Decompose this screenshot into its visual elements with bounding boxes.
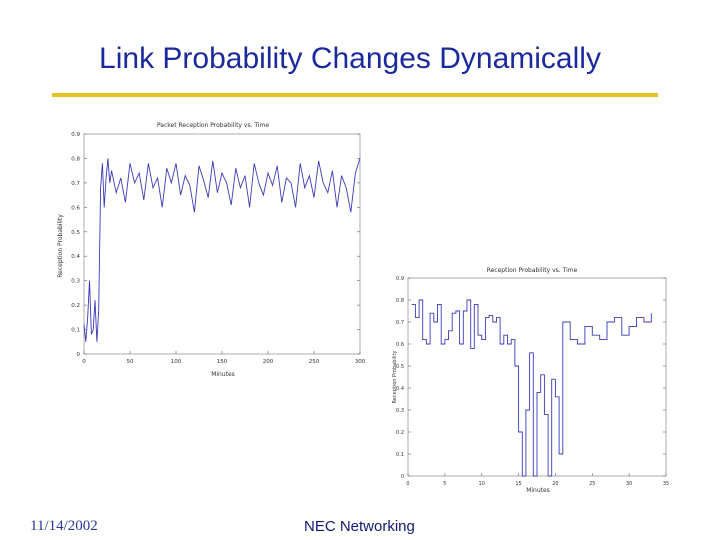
x-tick-label: 35 [663,481,669,487]
x-axis-label: Minutes [526,487,550,494]
plot-area: 0 0.1 0.2 0.3 0.4 0.5 0.6 0.7 0.8 0.9 0 5 10 15 20 25 30… [396,276,669,487]
x-tick-label: 100 [171,359,182,365]
y-tick-label: 0.3 [396,408,404,414]
x-tick-label: 0 [406,481,409,487]
series-line [83,158,361,342]
footer-organization: NEC Networking [304,518,415,535]
y-tick-label: 0.9 [71,132,80,138]
slide-title: Link Probability Changes Dynamically [99,42,601,75]
x-tick-label: 200 [263,359,274,365]
x-axis-label: Minutes [211,371,235,378]
y-tick-label: 0.2 [71,303,80,309]
y-tick-label: 0.6 [396,342,404,348]
plot-area: 0 0.1 0.2 0.3 0.4 0.5 0.6 0.7 0.8 0.9 0 50 100 150 200… [71,132,365,365]
footer-date: 11/14/2002 [30,518,98,534]
x-tick-label: 300 [355,359,366,365]
x-tick-label: 10 [479,481,485,487]
y-tick-label: 0.9 [396,276,404,282]
y-tick-label: 0.3 [71,279,80,285]
title-underline [52,93,658,97]
y-axis-label: Reception Probability [392,351,398,404]
y-tick-label: 0.1 [71,328,80,334]
y-tick-label: 0 [401,474,404,480]
series-line [411,299,652,477]
y-tick-label: 0.1 [396,452,404,458]
y-tick-label: 0.2 [396,430,404,436]
x-tick-label: 150 [217,359,228,365]
y-tick-label: 0 [77,352,81,358]
y-tick-label: 0.8 [71,156,80,162]
y-tick-label: 0.7 [71,181,80,187]
reception-chart-zoom: Reception Probability vs. Time Reception… [392,267,669,494]
y-tick-label: 0.7 [396,320,404,326]
reception-chart-main: Packet Reception Probability vs. Time Re… [57,122,366,378]
y-tick-label: 0.4 [396,386,404,392]
y-tick-label: 0.6 [71,205,80,211]
x-tick-label: 250 [309,359,320,365]
y-axis-label: Reception Probability [57,214,64,278]
x-tick-label: 0 [82,359,86,365]
x-tick-label: 5 [443,481,446,487]
chart-title: Packet Reception Probability vs. Time [157,122,269,129]
x-tick-label: 30 [626,481,632,487]
x-tick-label: 50 [127,359,134,365]
y-tick-label: 0.4 [71,254,80,260]
x-tick-label: 25 [589,481,595,487]
y-tick-label: 0.5 [396,364,404,370]
chart-title: Reception Probability vs. Time [487,267,578,274]
x-tick-label: 20 [552,481,558,487]
y-tick-label: 0.5 [71,230,80,236]
y-tick-label: 0.8 [396,298,404,304]
plot-frame [83,133,361,355]
x-tick-label: 15 [515,481,521,487]
